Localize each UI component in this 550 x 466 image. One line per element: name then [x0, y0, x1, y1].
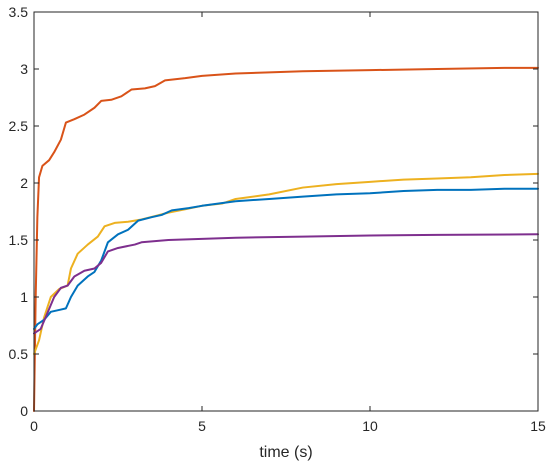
x-axis-label: time (s): [259, 444, 312, 461]
y-tick-label: 0.5: [9, 346, 29, 362]
y-tick-label: 0: [20, 403, 28, 419]
plot-area: [33, 11, 539, 412]
y-tick-label: 2.5: [9, 118, 29, 134]
x-tick-label: 0: [30, 418, 38, 434]
axes-box: [33, 11, 539, 412]
series-line-4: [33, 233, 539, 335]
y-tick-label: 1.5: [9, 232, 29, 248]
x-tick-label: 10: [362, 418, 378, 434]
series-line-3: [33, 187, 539, 330]
y-axis: 0 0.5 1 1.5 2 2.5 3 3.5: [9, 4, 538, 419]
y-tick-label: 3: [20, 61, 28, 77]
x-tick-label: 5: [198, 418, 206, 434]
y-tick-label: 2: [20, 175, 28, 191]
series-line-1: [33, 66, 539, 412]
series-line-2: [33, 172, 539, 355]
y-tick-label: 3.5: [9, 4, 29, 20]
x-tick-label: 15: [530, 418, 546, 434]
y-tick-label: 1: [20, 289, 28, 305]
x-axis: 0 5 10 15: [30, 12, 546, 434]
